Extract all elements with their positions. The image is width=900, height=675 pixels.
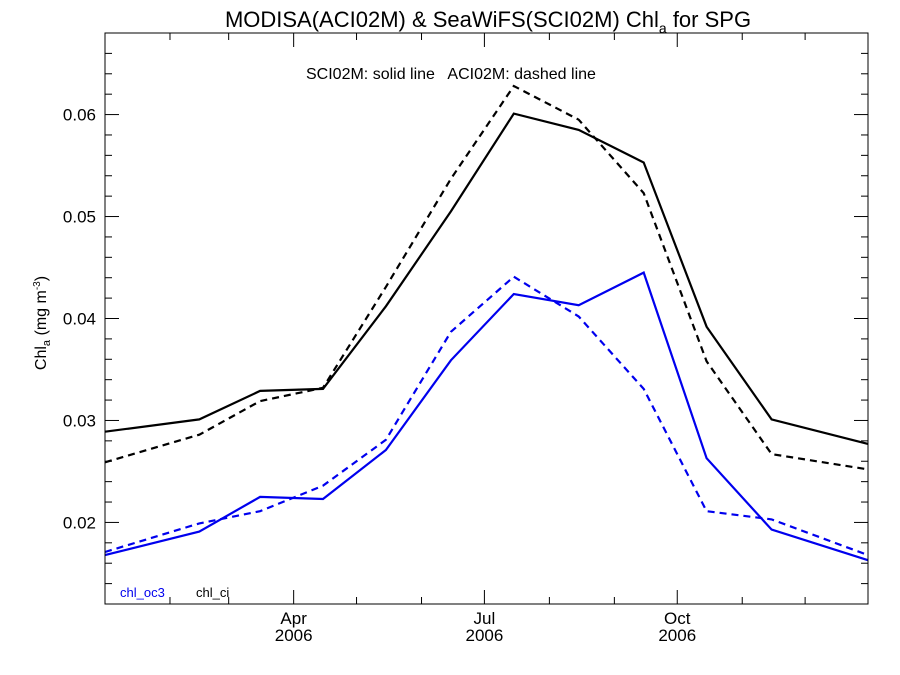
x-tick-label-month: Jul bbox=[474, 609, 496, 628]
chart-title-main: MODISA(ACI02M) & SeaWiFS(SCI02M) Chl bbox=[225, 7, 659, 32]
y-tick-label: 0.04 bbox=[63, 310, 96, 329]
y-tick-label: 0.05 bbox=[63, 208, 96, 227]
y-axis-label-superscript: -3 bbox=[32, 281, 43, 290]
chart-title-subscript: a bbox=[659, 20, 667, 36]
legend-item-chl-oc3: chl_oc3 bbox=[120, 585, 165, 600]
x-tick-label-month: Apr bbox=[280, 609, 307, 628]
y-tick-label: 0.03 bbox=[63, 411, 96, 430]
x-tick-label-year: 2006 bbox=[658, 626, 696, 645]
series-line-chl-oc3-sci02m-solid bbox=[104, 271, 869, 562]
y-axis-label-subscript: a bbox=[41, 339, 53, 346]
legend: chl_oc3 chl_ci bbox=[120, 585, 229, 600]
x-tick-label-month: Oct bbox=[664, 609, 691, 628]
series-line-chl-oc3-aci02m-dashed bbox=[104, 275, 869, 557]
axis-ticks: 0.020.030.040.050.06Apr2006Jul2006Oct200… bbox=[63, 32, 868, 645]
series-lines bbox=[104, 84, 869, 562]
y-axis-label-close: ) bbox=[33, 276, 50, 281]
chart-title-tail: for SPG bbox=[667, 7, 751, 32]
series-line-chl-ci-sci02m-solid bbox=[104, 112, 869, 445]
y-axis-label-main: Chl bbox=[33, 346, 50, 370]
x-tick-label-year: 2006 bbox=[465, 626, 503, 645]
y-tick-label: 0.06 bbox=[63, 106, 96, 125]
series-line-chl-ci-aci02m-dashed bbox=[104, 84, 869, 471]
x-tick-label-year: 2006 bbox=[275, 626, 313, 645]
legend-item-chl-ci: chl_ci bbox=[196, 585, 229, 600]
y-tick-label: 0.02 bbox=[63, 513, 96, 532]
line-style-note: SCI02M: solid line ACI02M: dashed line bbox=[306, 66, 596, 83]
y-axis-label: Chla (mg m-3) bbox=[32, 276, 53, 370]
plot-frame bbox=[104, 32, 869, 605]
y-axis-label-units: (mg m bbox=[33, 290, 50, 340]
chart-title: MODISA(ACI02M) & SeaWiFS(SCI02M) Chla fo… bbox=[225, 7, 751, 36]
